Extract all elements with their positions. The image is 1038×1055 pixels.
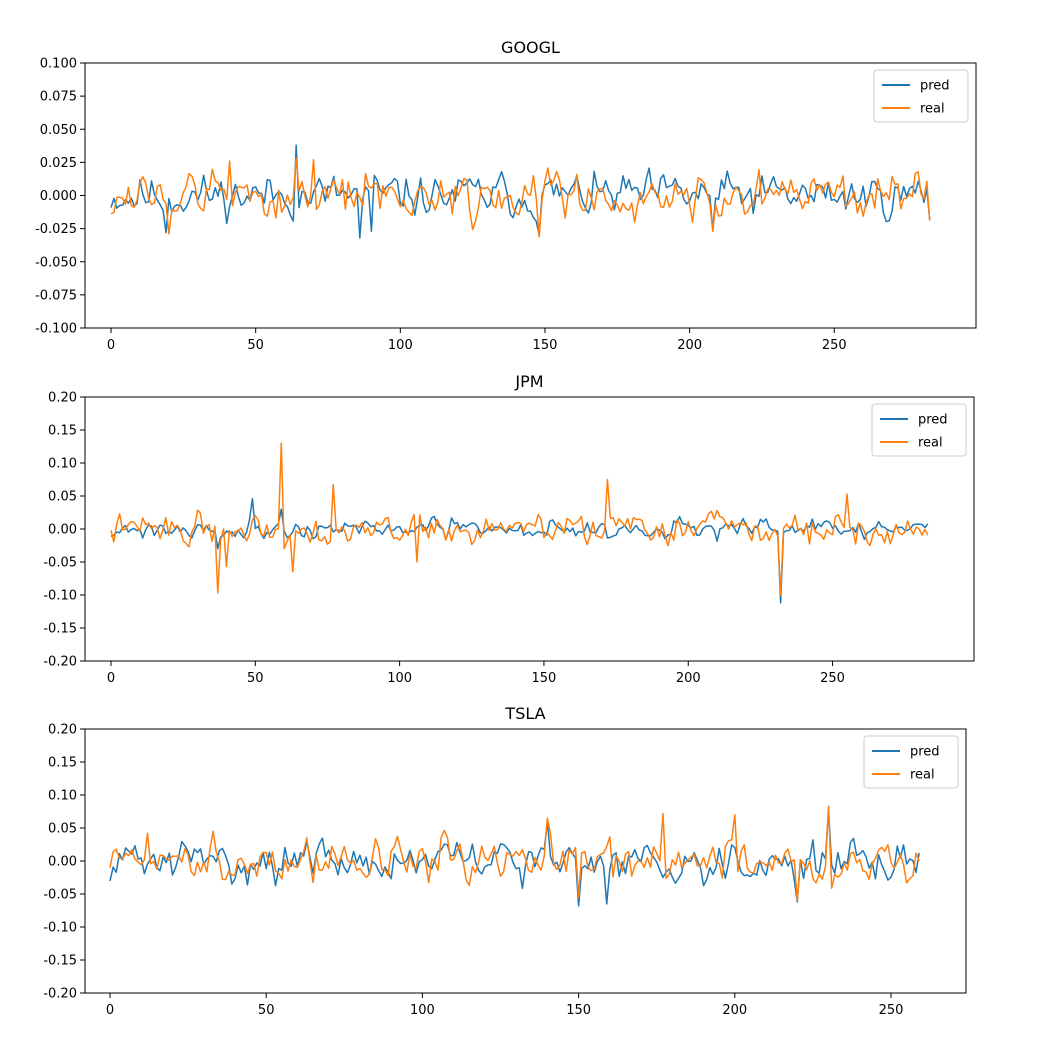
chart-title: TSLA bbox=[504, 704, 545, 723]
series-line-real bbox=[110, 442, 929, 596]
x-tick-label: 200 bbox=[676, 671, 701, 686]
y-tick-label: 0.15 bbox=[48, 424, 77, 439]
y-tick-label: 0.00 bbox=[48, 855, 77, 870]
y-tick-label: 0.05 bbox=[48, 822, 77, 837]
y-tick-label: -0.05 bbox=[43, 556, 77, 571]
legend-label-real: real bbox=[910, 768, 935, 783]
x-tick-label: 250 bbox=[822, 338, 847, 353]
x-tick-label: 200 bbox=[722, 1003, 747, 1018]
x-tick-label: 100 bbox=[387, 671, 412, 686]
y-tick-label: 0.10 bbox=[48, 457, 77, 472]
series-line-real bbox=[110, 157, 931, 238]
x-tick-label: 50 bbox=[247, 338, 264, 353]
y-tick-label: 0.075 bbox=[40, 90, 77, 105]
x-tick-label: 0 bbox=[107, 338, 115, 353]
y-tick-label: 0.050 bbox=[40, 123, 77, 138]
y-tick-label: -0.075 bbox=[35, 288, 77, 303]
y-tick-label: 0.15 bbox=[48, 756, 77, 771]
x-tick-label: 50 bbox=[247, 671, 264, 686]
y-tick-label: 0.025 bbox=[40, 156, 77, 171]
y-tick-label: 0.10 bbox=[48, 789, 77, 804]
x-tick-label: 200 bbox=[677, 338, 702, 353]
chart-title: JPM bbox=[514, 372, 543, 391]
series-line-pred bbox=[109, 808, 920, 907]
x-tick-label: 150 bbox=[566, 1003, 591, 1018]
x-tick-label: 250 bbox=[879, 1003, 904, 1018]
legend-label-real: real bbox=[920, 102, 945, 117]
x-tick-label: 0 bbox=[106, 1003, 114, 1018]
x-tick-label: 50 bbox=[258, 1003, 275, 1018]
chart-jpm: JPM 0 50 100 150 200 250 -0.20 -0.15 -0.10 -0.05 0.… bbox=[43, 372, 975, 686]
series-line-pred bbox=[110, 497, 929, 604]
x-tick-label: 100 bbox=[410, 1003, 435, 1018]
legend-label-real: real bbox=[918, 436, 943, 451]
chart-googl: GOOGL 0 50 100 150 200 250 -0.100 -0.075 -0.050 -0… bbox=[35, 38, 977, 353]
y-tick-label: 0.100 bbox=[40, 57, 77, 72]
legend-label-pred: pred bbox=[920, 79, 950, 94]
y-tick-label: 0.000 bbox=[40, 189, 77, 204]
legend-label-pred: pred bbox=[910, 745, 940, 760]
y-tick-label: -0.050 bbox=[35, 255, 77, 270]
x-tick-label: 150 bbox=[533, 338, 558, 353]
y-tick-label: -0.10 bbox=[43, 921, 77, 936]
y-tick-label: -0.05 bbox=[43, 888, 77, 903]
y-tick-label: -0.15 bbox=[43, 954, 77, 969]
x-tick-label: 0 bbox=[107, 671, 115, 686]
x-tick-label: 100 bbox=[388, 338, 413, 353]
y-tick-label: -0.10 bbox=[43, 589, 77, 604]
x-tick-label: 150 bbox=[532, 671, 557, 686]
y-tick-label: -0.20 bbox=[43, 655, 77, 670]
series-line-pred bbox=[110, 144, 931, 239]
chart-title: GOOGL bbox=[501, 38, 560, 57]
y-tick-label: -0.15 bbox=[43, 622, 77, 637]
y-tick-label: 0.05 bbox=[48, 490, 77, 505]
chart-tsla: TSLA 0 50 100 150 200 250 -0.20 -0.15 -0.10 -0.05 0… bbox=[43, 704, 967, 1018]
series-line-real bbox=[109, 805, 920, 902]
y-tick-label: 0.20 bbox=[48, 391, 77, 406]
axes-frame bbox=[84, 396, 975, 662]
x-tick-label: 250 bbox=[820, 671, 845, 686]
y-tick-label: -0.025 bbox=[35, 222, 77, 237]
y-tick-label: -0.20 bbox=[43, 987, 77, 1002]
y-tick-label: 0.20 bbox=[48, 723, 77, 738]
legend-label-pred: pred bbox=[918, 413, 948, 428]
y-tick-label: 0.00 bbox=[48, 523, 77, 538]
y-tick-label: -0.100 bbox=[35, 322, 77, 337]
